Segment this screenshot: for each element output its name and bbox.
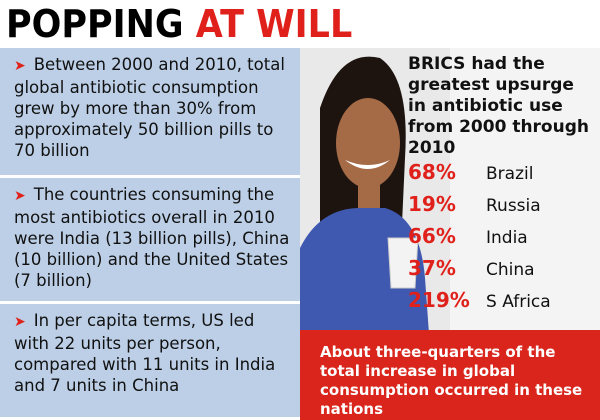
title-black: POPPING <box>6 2 184 46</box>
bullet-arrow: ➤ <box>14 188 26 204</box>
bullet: ➤ Between 2000 and 2010, total global ant… <box>0 48 300 178</box>
percent: 68% <box>408 160 456 184</box>
bullet-text: The countries consuming the most antibio… <box>14 185 290 290</box>
brics-row: 19% Russia <box>408 192 541 216</box>
brics-heading: BRICS had the greatest upsurge in antibi… <box>408 54 589 158</box>
bullet-panel: ➤ Between 2000 and 2010, total global ant… <box>0 48 300 420</box>
country: China <box>486 260 535 280</box>
bullet-arrow: ➤ <box>14 314 26 330</box>
bullet: ➤ The countries consuming the most antibi… <box>0 178 300 304</box>
note-box: About three-quarters of the total increa… <box>300 330 600 420</box>
country: India <box>486 228 528 248</box>
brics-row: 68% Brazil <box>408 160 533 184</box>
bullet-text: In per capita terms, US led with 22 unit… <box>14 311 276 395</box>
title-red: AT WILL <box>195 2 353 46</box>
percent: 66% <box>408 224 456 248</box>
bullet-text: Between 2000 and 2010, total global anti… <box>14 55 285 160</box>
brics-row: 37% China <box>408 256 535 280</box>
title: POPPING AT WILL <box>6 2 352 46</box>
country: S Africa <box>486 292 551 312</box>
bullet: ➤ In per capita terms, US led with 22 uni… <box>0 304 300 420</box>
percent: 219% <box>408 288 470 312</box>
percent: 19% <box>408 192 456 216</box>
country: Russia <box>486 196 541 216</box>
percent: 37% <box>408 256 456 280</box>
brics-row: 219% S Africa <box>408 288 551 312</box>
brics-row: 66% India <box>408 224 528 248</box>
bullet-arrow: ➤ <box>14 58 26 74</box>
country: Brazil <box>486 164 534 184</box>
